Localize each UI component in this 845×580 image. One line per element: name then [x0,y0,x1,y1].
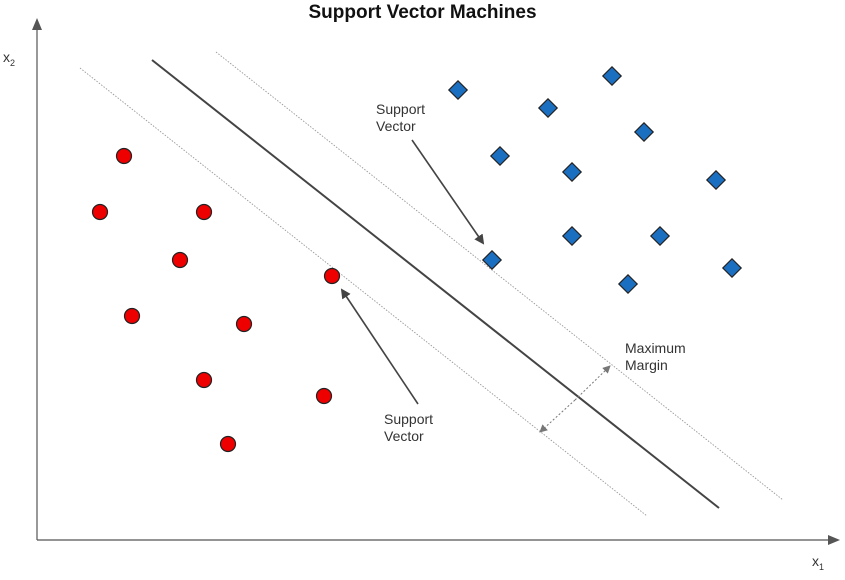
y-axis-label-var: x [3,49,10,65]
class-b-support-vector [481,249,503,271]
class-a-point [91,203,109,221]
label-line: Margin [625,357,668,373]
maximum-margin-indicator [539,365,611,433]
margin-line-upper [215,51,784,501]
y-axis-label: x2 [3,49,15,68]
class-a-point [171,251,189,269]
class-a-point [115,147,133,165]
margin-arrow-down [539,399,576,433]
label-line: Vector [384,428,424,444]
x-axis-arrow [828,535,840,545]
label-line: Maximum [625,340,686,356]
class-b-point [721,257,743,279]
margin-line-lower [79,67,648,517]
class-b-points [447,65,743,295]
class-a-points [91,147,341,453]
class-a-point [195,371,213,389]
support-vector-bottom-label: Support Vector [384,411,437,444]
class-a-point [195,203,213,221]
class-b-point [561,161,583,183]
separating-hyperplane [151,59,720,509]
y-axis-label-sub: 2 [10,58,15,68]
class-b-point [537,97,559,119]
support-vector-top-arrow [411,139,485,245]
class-b-point [447,79,469,101]
label-line: Support [384,411,433,427]
class-b-point [561,225,583,247]
label-line: Vector [376,118,416,134]
label-line: Support [376,101,425,117]
class-b-point [705,169,727,191]
class-b-point [601,65,623,87]
class-b-point [633,121,655,143]
maximum-margin-label: Maximum Margin [625,340,690,373]
axes [32,18,840,545]
x-axis-label-sub: 1 [819,562,824,572]
support-vector-bottom-arrow [340,288,419,405]
x-axis-label: x1 [812,553,824,572]
class-a-point [219,435,237,453]
class-b-point [489,145,511,167]
class-b-point [649,225,671,247]
class-b-point [617,273,639,295]
y-axis-arrow [32,18,42,30]
class-a-support-vector [323,267,341,285]
support-vector-top-label: Support Vector [376,101,429,134]
diagram-title: Support Vector Machines [308,2,537,23]
class-a-point [235,315,253,333]
margin-arrow-up [574,365,611,401]
x-axis-label-var: x [812,553,819,569]
class-a-point [315,387,333,405]
class-a-point [123,307,141,325]
